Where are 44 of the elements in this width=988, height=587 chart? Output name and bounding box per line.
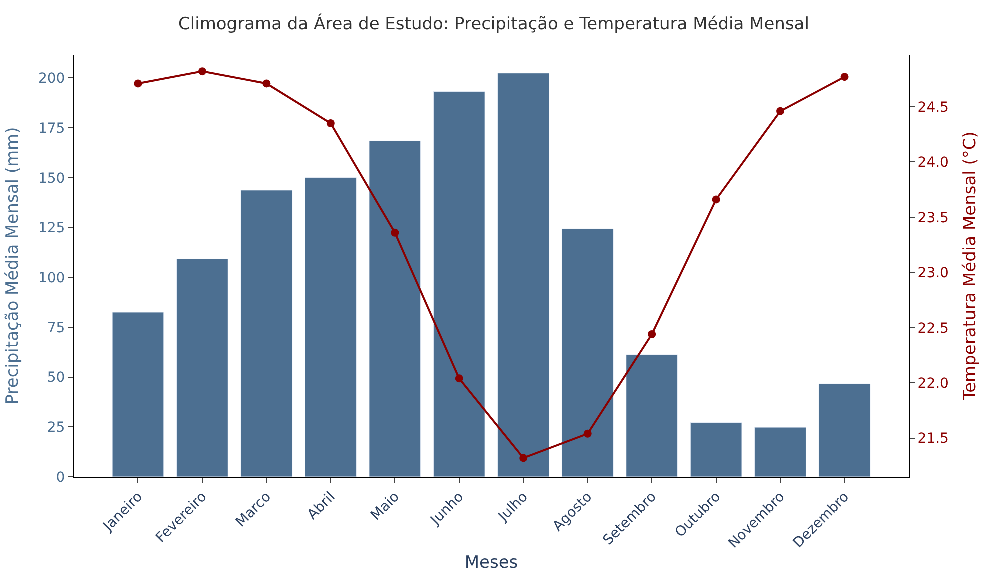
bar <box>304 178 357 477</box>
y2-tick-label: 22.0 <box>918 376 949 392</box>
point <box>455 374 464 383</box>
bar <box>498 73 550 477</box>
bar <box>369 140 422 477</box>
bar <box>818 384 871 477</box>
y-tick-label: 75 <box>47 320 66 336</box>
y2-tick-label: 22.5 <box>918 320 949 337</box>
y-tick-label: 100 <box>38 270 66 286</box>
y-tick-label: 50 <box>47 370 66 386</box>
point <box>326 119 335 128</box>
bar <box>112 312 164 477</box>
point <box>840 73 849 82</box>
bar <box>240 190 293 477</box>
x-axis-title: Meses <box>464 553 518 574</box>
y2-tick-label: 24.5 <box>918 100 949 116</box>
y-tick-label: 175 <box>38 120 66 137</box>
y-axis-title: Precipitação Média Mensal (mm) <box>3 127 24 405</box>
y2-axis-title: Temperatura Média Mensal (°C) <box>960 132 980 402</box>
bar <box>562 228 614 477</box>
point <box>712 196 720 204</box>
y2-tick-label: 24.0 <box>918 155 949 172</box>
point <box>648 330 656 338</box>
y-tick-label: 125 <box>38 220 66 237</box>
y-tick-label: 200 <box>38 71 66 88</box>
bar <box>176 258 228 477</box>
y2-tick-label: 23.5 <box>918 210 949 226</box>
chart-title: Climograma da Área de Estudo: Precipitação e Temperatura Média Mensal <box>178 14 810 35</box>
bar <box>626 354 678 477</box>
bar <box>433 91 486 477</box>
point <box>198 68 206 76</box>
bar <box>754 427 806 477</box>
point <box>520 454 528 462</box>
y2-tick-label: 21.5 <box>918 431 949 448</box>
y2-tick-label: 23.0 <box>918 266 949 282</box>
y-tick-label: 0 <box>56 470 66 486</box>
bar <box>690 422 742 477</box>
point <box>134 80 142 88</box>
point <box>584 430 592 438</box>
point <box>262 80 271 88</box>
y-tick-label: 25 <box>47 420 66 436</box>
point <box>776 107 785 116</box>
y-tick-label: 150 <box>38 170 66 187</box>
point <box>391 228 400 237</box>
